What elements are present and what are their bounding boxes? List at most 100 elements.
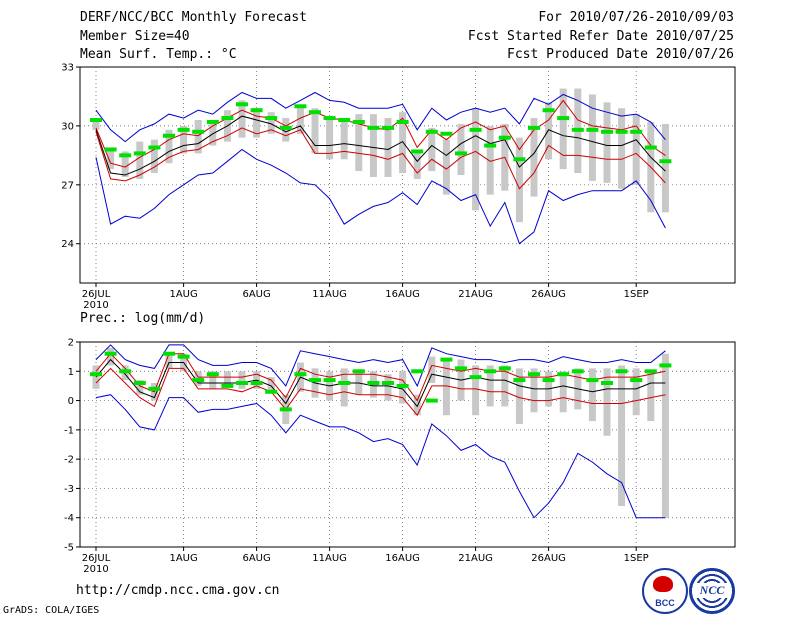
ensemble-box <box>515 368 523 424</box>
ensemble-box <box>384 374 392 401</box>
member-size: Member Size=40 <box>80 29 190 44</box>
observed-marker <box>236 102 248 107</box>
ensemble-box <box>209 371 217 389</box>
ensemble-box <box>618 108 626 189</box>
x-tick-label: 26AUG <box>531 289 566 300</box>
ensemble-box <box>165 353 173 369</box>
ensemble-box <box>311 108 319 154</box>
ensemble-box <box>661 353 669 518</box>
ensemble-box <box>150 139 158 174</box>
observed-marker <box>469 375 482 380</box>
footer-url[interactable]: http://cmdp.ncc.cma.gov.cn <box>76 583 280 598</box>
ensemble-box <box>238 100 246 138</box>
series-line-mean <box>95 115 666 176</box>
observed-marker <box>352 119 365 124</box>
observed-marker <box>250 381 263 385</box>
ensemble-box <box>428 127 436 172</box>
observed-marker <box>601 381 613 385</box>
ensemble-box <box>618 365 626 506</box>
y-tick-label: -1 <box>64 425 74 436</box>
observed-marker <box>309 110 321 115</box>
observed-marker <box>659 159 672 164</box>
bcc-logo: BCC <box>642 568 688 614</box>
ensemble-box <box>194 120 202 154</box>
x-tick-label: 1AUG <box>169 553 197 564</box>
observed-marker <box>571 369 584 374</box>
x-tick-label: 26JUL <box>82 289 111 300</box>
ensemble-box <box>326 120 334 160</box>
observed-marker <box>206 119 219 124</box>
observed-marker <box>294 372 307 377</box>
observed-marker <box>455 366 467 371</box>
ensemble-box <box>515 137 523 223</box>
x-tick-label: 11AUG <box>312 553 347 564</box>
observed-marker <box>382 125 394 130</box>
y-tick-label: 30 <box>61 121 74 132</box>
x-tick-label: 16AUG <box>385 553 420 564</box>
x-tick-label: 1AUG <box>169 289 197 300</box>
ensemble-box <box>413 151 421 179</box>
observed-marker <box>528 125 540 130</box>
ensemble-box <box>238 371 246 389</box>
ensemble-box <box>267 112 275 134</box>
series-line-max <box>95 91 666 143</box>
observed-marker <box>425 398 438 403</box>
ensemble-box <box>180 125 188 154</box>
observed-marker <box>367 381 380 385</box>
ensemble-box <box>121 151 129 177</box>
observed-marker <box>440 357 453 362</box>
x-tick-label: 11AUG <box>312 289 347 300</box>
observed-marker <box>90 118 102 123</box>
y-tick-label: 1 <box>68 367 74 378</box>
ensemble-box <box>399 112 407 174</box>
chart-title: DERF/NCC/BCC Monthly Forecast <box>80 10 307 25</box>
ensemble-box <box>369 114 377 177</box>
ensemble-box <box>501 365 509 407</box>
ensemble-box <box>588 94 596 181</box>
observed-marker <box>630 129 643 134</box>
observed-marker <box>411 369 424 374</box>
observed-marker <box>644 145 657 150</box>
observed-marker <box>177 127 190 132</box>
x-tick-label: 21AUG <box>458 553 493 564</box>
observed-marker <box>396 119 409 124</box>
observed-marker <box>338 118 351 123</box>
observed-marker <box>221 383 234 388</box>
observed-marker <box>148 386 161 391</box>
observed-marker <box>177 354 190 359</box>
ensemble-box <box>632 114 640 185</box>
observed-marker <box>498 366 511 371</box>
ensemble-box <box>603 102 611 183</box>
observed-marker <box>513 157 526 162</box>
series-line-mean-std <box>95 352 666 402</box>
x-tick-label: 26JUL <box>82 553 111 564</box>
ensemble-box <box>107 347 115 366</box>
observed-marker <box>411 149 424 154</box>
observed-marker <box>586 127 599 132</box>
observed-marker <box>323 378 336 383</box>
observed-marker <box>279 125 292 130</box>
y-tick-label: 33 <box>61 63 74 74</box>
observed-marker <box>528 372 540 377</box>
forecast-period: For 2010/07/26-2010/09/03 <box>538 10 734 25</box>
observed-marker <box>455 151 467 156</box>
ensemble-box <box>107 147 115 170</box>
y-tick-label: -4 <box>64 513 74 524</box>
observed-marker <box>119 153 132 158</box>
series-line-mean-std <box>95 367 666 417</box>
ensemble-box <box>296 108 304 134</box>
observed-marker <box>425 129 438 134</box>
ensemble-box <box>355 114 363 172</box>
observed-marker <box>498 135 511 140</box>
y-tick-label: -2 <box>64 455 74 466</box>
plot-frame <box>79 66 736 284</box>
grads-credit: GrADS: COLA/IGES <box>3 605 100 616</box>
ensemble-box <box>486 125 494 195</box>
ensemble-box <box>530 368 538 413</box>
series-line-min <box>95 148 666 245</box>
bcc-logo-text: BCC <box>655 598 675 608</box>
y-tick-label: -3 <box>64 484 74 495</box>
x-tick-label: 6AUG <box>242 289 270 300</box>
series-line-max <box>95 344 666 388</box>
ensemble-box <box>442 139 450 195</box>
